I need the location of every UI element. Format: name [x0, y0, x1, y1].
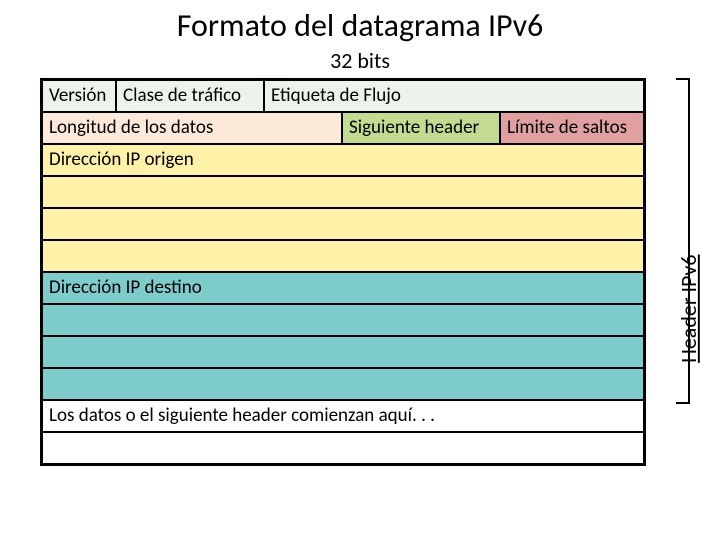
row-data-note: Los datos o el siguiente header comienza…: [43, 399, 643, 431]
row-dst-addr-blank: [43, 303, 643, 335]
field-dst-addr-cont: [43, 305, 643, 335]
row-data-blank: [43, 431, 643, 463]
field-data-cont: [43, 433, 643, 463]
field-src-addr-cont: [43, 209, 643, 239]
bits-width-label: 32 bits: [0, 47, 720, 74]
row-dst-addr-blank: [43, 335, 643, 367]
field-flow-label: Etiqueta de Flujo: [265, 81, 643, 111]
field-dst-addr-cont: [43, 369, 643, 399]
field-traffic-class: Clase de tráfico: [117, 81, 265, 111]
header-side-label: Header IPv6: [675, 255, 702, 363]
field-version: Versión: [43, 81, 117, 111]
field-next-header: Siguiente header: [343, 113, 501, 143]
field-data-note: Los datos o el siguiente header comienza…: [43, 401, 643, 431]
field-dst-addr-cont: [43, 337, 643, 367]
row-version-tc-flow: Versión Clase de tráfico Etiqueta de Flu…: [43, 81, 643, 111]
ipv6-header-diagram: Versión Clase de tráfico Etiqueta de Flu…: [40, 78, 670, 466]
page-title: Formato del datagrama IPv6: [0, 6, 720, 45]
row-dst-addr-blank: [43, 367, 643, 399]
header-table: Versión Clase de tráfico Etiqueta de Flu…: [40, 78, 646, 466]
field-dst-addr: Dirección IP destino: [43, 273, 643, 303]
field-src-addr-cont: [43, 177, 643, 207]
row-length-next-hop: Longitud de los datos Siguiente header L…: [43, 111, 643, 143]
row-src-addr-blank: [43, 239, 643, 271]
row-dst-addr: Dirección IP destino: [43, 271, 643, 303]
field-src-addr-cont: [43, 241, 643, 271]
row-src-addr-blank: [43, 175, 643, 207]
row-src-addr: Dirección IP origen: [43, 143, 643, 175]
row-src-addr-blank: [43, 207, 643, 239]
field-payload-length: Longitud de los datos: [43, 113, 343, 143]
field-src-addr: Dirección IP origen: [43, 145, 643, 175]
field-hop-limit: Límite de saltos: [501, 113, 643, 143]
